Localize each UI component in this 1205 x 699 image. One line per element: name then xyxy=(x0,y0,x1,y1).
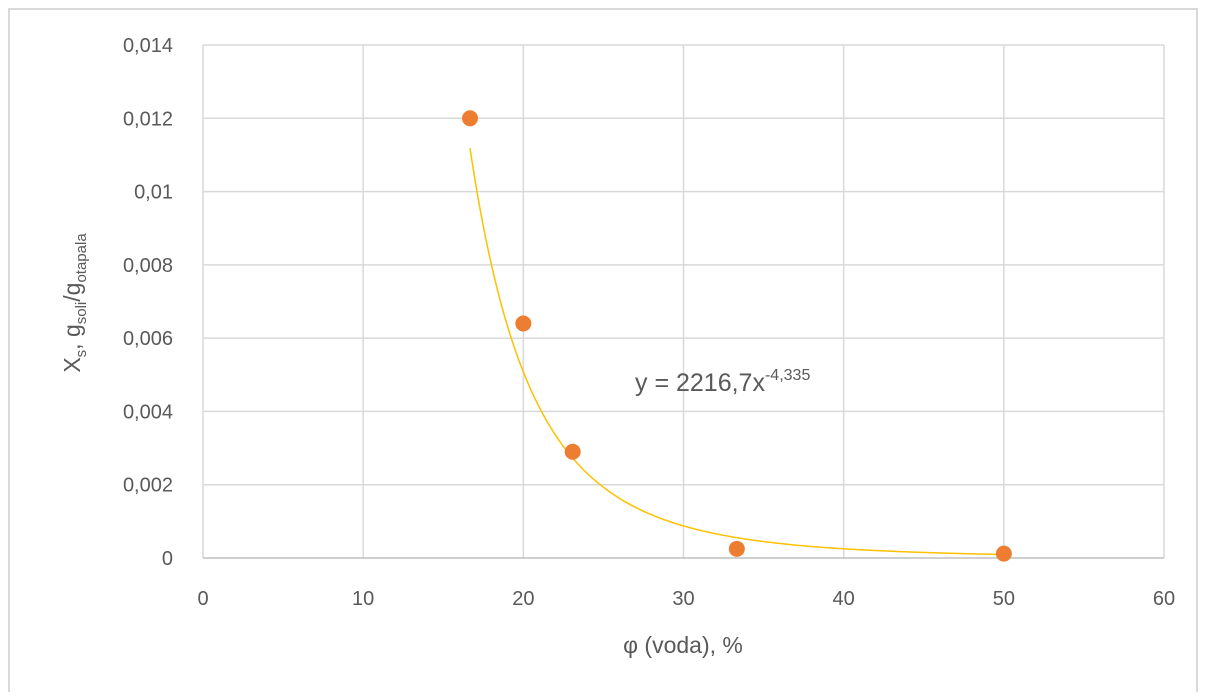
data-point xyxy=(728,540,745,557)
data-point xyxy=(461,110,478,127)
y-tick-label: 0,012 xyxy=(123,108,173,130)
y-tick-label: 0,006 xyxy=(123,328,173,350)
x-axis-title: φ (voda), % xyxy=(623,632,743,658)
data-point xyxy=(995,545,1012,562)
trendline-equation: y = 2216,7x-4,335 xyxy=(635,367,810,397)
y-tick-label: 0,014 xyxy=(123,35,173,57)
y-tick-label: 0,004 xyxy=(123,401,173,423)
y-title-base: X xyxy=(59,357,85,372)
data-points xyxy=(461,110,1012,562)
y-tick-label: 0,002 xyxy=(123,475,173,497)
equation-exponent: -4,335 xyxy=(765,367,810,384)
y-title-slash: /g xyxy=(59,283,85,302)
y-title-sep: , g xyxy=(59,324,85,350)
data-point xyxy=(515,315,532,332)
tick-labels: 0 10 20 30 40 50 60 0 0,002 0,004 0,006 0,008 0,01 0,… xyxy=(123,35,1175,610)
x-tick-label: 30 xyxy=(672,588,694,610)
x-tick-label: 10 xyxy=(352,588,374,610)
y-tick-label: 0 xyxy=(162,548,173,570)
trendline-group xyxy=(469,148,1004,556)
x-tick-label: 60 xyxy=(1153,588,1175,610)
x-tick-label: 50 xyxy=(993,588,1015,610)
gridlines xyxy=(203,44,1165,558)
y-title-sub2: otapala xyxy=(73,233,90,283)
y-tick-label: 0,01 xyxy=(134,182,173,204)
x-tick-label: 0 xyxy=(197,588,208,610)
y-title-base-sub: s xyxy=(73,350,90,358)
data-point xyxy=(564,443,581,460)
y-tick-label: 0,008 xyxy=(123,255,173,277)
power-trendline xyxy=(469,148,1004,556)
y-axis-title: Xs, gsoli/gotapala xyxy=(59,233,90,373)
x-tick-label: 20 xyxy=(512,588,534,610)
x-tick-label: 40 xyxy=(833,588,855,610)
chart-frame xyxy=(8,8,1198,692)
y-title-sub1: soli xyxy=(73,302,90,325)
equation-main: y = 2216,7x xyxy=(635,369,765,397)
